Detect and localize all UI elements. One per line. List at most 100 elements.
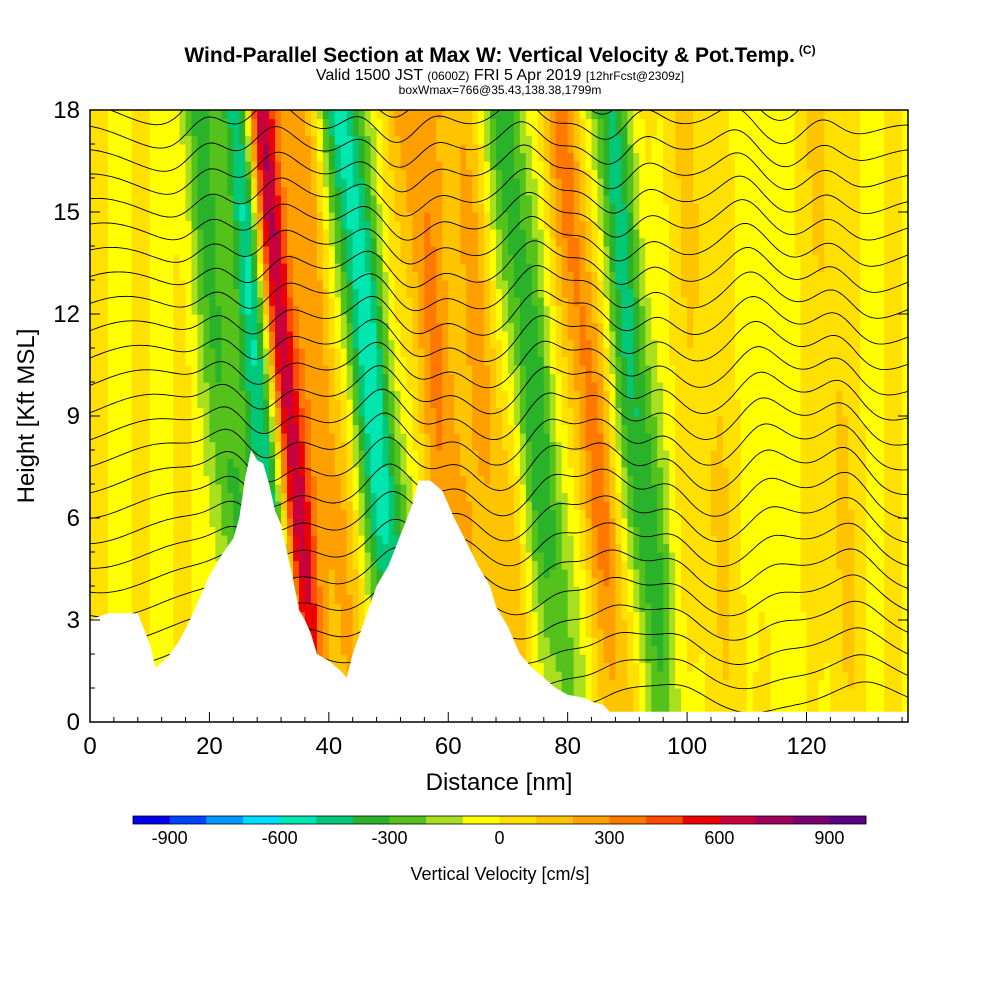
velocity-cell (131, 305, 139, 315)
velocity-cell (95, 441, 103, 451)
velocity-cell (251, 433, 258, 443)
velocity-cell (131, 271, 139, 281)
velocity-cell (95, 186, 103, 196)
velocity-cell (191, 178, 199, 188)
velocity-cell (460, 297, 467, 307)
velocity-cell (376, 169, 384, 179)
velocity-cell (233, 203, 240, 213)
velocity-cell (370, 220, 378, 230)
velocity-cell (161, 586, 169, 596)
velocity-cell (376, 186, 384, 196)
velocity-cell (245, 144, 252, 154)
velocity-cell (149, 594, 157, 604)
velocity-cell (496, 373, 503, 383)
velocity-cell (143, 246, 151, 256)
velocity-cell (185, 399, 193, 409)
velocity-cell (442, 305, 449, 315)
velocity-cell (454, 356, 461, 366)
velocity-cell (388, 492, 396, 502)
velocity-cell (287, 229, 294, 239)
velocity-cell (119, 161, 127, 171)
velocity-cell (466, 152, 473, 162)
velocity-cell (197, 501, 205, 511)
velocity-cell (376, 450, 384, 460)
velocity-cell (215, 246, 222, 256)
velocity-cell (436, 144, 443, 154)
velocity-cell (496, 552, 503, 562)
velocity-cell (496, 229, 503, 239)
velocity-cell (442, 220, 449, 230)
velocity-cell (161, 135, 169, 145)
velocity-cell (113, 526, 121, 536)
velocity-cell (227, 161, 234, 171)
velocity-cell (251, 322, 258, 332)
velocity-cell (125, 220, 133, 230)
velocity-cell (161, 569, 169, 579)
velocity-cell (328, 560, 336, 570)
velocity-cell (149, 399, 157, 409)
velocity-cell (197, 526, 205, 536)
velocity-cell (293, 399, 300, 409)
velocity-cell (436, 246, 443, 256)
velocity-cell (179, 492, 187, 502)
velocity-cell (466, 212, 473, 222)
velocity-cell (203, 560, 211, 570)
velocity-cell (173, 169, 181, 179)
velocity-cell (334, 331, 342, 341)
velocity-cell (322, 110, 330, 120)
velocity-cell (382, 212, 390, 222)
velocity-cell (304, 594, 312, 604)
velocity-cell (233, 467, 240, 477)
velocity-cell (340, 518, 348, 528)
velocity-cell (101, 594, 109, 604)
velocity-cell (179, 475, 187, 485)
velocity-cell (418, 339, 425, 349)
velocity-cell (215, 297, 222, 307)
velocity-cell (364, 314, 372, 324)
title-block: Wind-Parallel Section at Max W: Vertical… (0, 38, 1000, 96)
velocity-cell (442, 203, 449, 213)
velocity-cell (304, 382, 312, 392)
velocity-cell (287, 365, 294, 375)
velocity-cell (334, 458, 342, 468)
velocity-cell (304, 543, 312, 553)
velocity-cell (406, 169, 414, 179)
velocity-cell (143, 416, 151, 426)
velocity-cell (346, 603, 354, 613)
velocity-cell (316, 297, 324, 307)
velocity-cell (131, 569, 139, 579)
velocity-cell (167, 271, 175, 281)
velocity-cell (322, 535, 330, 545)
velocity-cell (352, 254, 360, 264)
velocity-cell (281, 441, 288, 451)
velocity-cell (233, 280, 240, 290)
velocity-cell (328, 203, 336, 213)
velocity-cell (346, 543, 354, 553)
velocity-cell (167, 356, 175, 366)
velocity-cell (233, 305, 240, 315)
velocity-cell (316, 152, 324, 162)
velocity-cell (322, 543, 330, 553)
velocity-cell (239, 161, 246, 171)
velocity-cell (107, 509, 115, 519)
velocity-cell (239, 399, 246, 409)
velocity-cell (478, 246, 485, 256)
velocity-cell (191, 169, 199, 179)
velocity-cell (90, 263, 97, 273)
velocity-cell (203, 212, 211, 222)
velocity-cell (197, 314, 205, 324)
velocity-cell (131, 586, 139, 596)
velocity-cell (101, 467, 109, 477)
velocity-cell (209, 552, 216, 562)
velocity-cell (448, 288, 455, 298)
velocity-cell (149, 645, 157, 655)
velocity-cell (490, 169, 497, 179)
velocity-cell (334, 212, 342, 222)
velocity-cell (496, 246, 503, 256)
velocity-cell (406, 458, 414, 468)
velocity-cell (442, 441, 449, 451)
velocity-cell (310, 586, 318, 596)
velocity-cell (496, 305, 503, 315)
velocity-cell (460, 509, 467, 519)
velocity-cell (161, 178, 169, 188)
